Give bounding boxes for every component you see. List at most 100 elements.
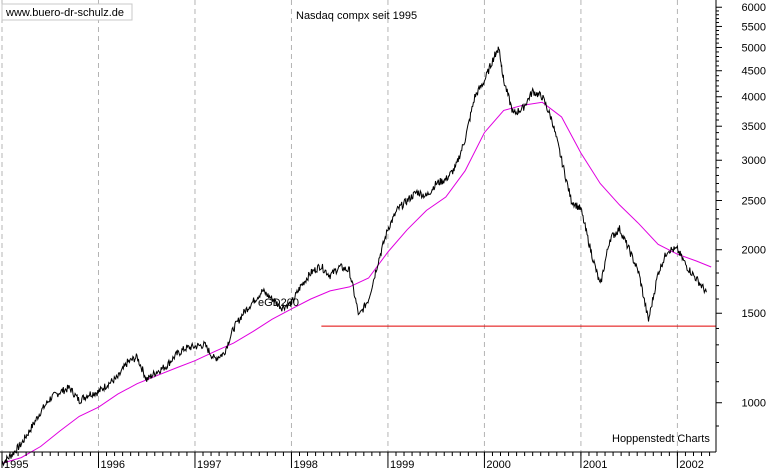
series-nasdaq-point [194, 346, 195, 347]
series-nasdaq-point [407, 200, 408, 201]
series-egd200-point [696, 260, 697, 261]
y-tick-label-4000: 4000 [742, 92, 766, 104]
series-nasdaq-point [136, 356, 137, 357]
series-egd200-point [272, 319, 273, 320]
series-nasdaq-point [185, 348, 186, 349]
series-egd200-point [79, 416, 80, 417]
series-nasdaq-point [98, 391, 99, 392]
series-nasdaq-point [59, 391, 60, 392]
series-nasdaq-point [484, 80, 485, 81]
series-egd200-point [368, 277, 369, 278]
series-nasdaq-point [40, 411, 41, 412]
series-line-egd200 [1, 101, 712, 464]
series-egd200-point [252, 331, 253, 332]
series-nasdaq-point [522, 107, 523, 108]
y-tick-label-4500: 4500 [742, 66, 766, 78]
x-tick-label-1995: 1995 [4, 459, 28, 471]
price-line-layer [1, 46, 707, 467]
series-nasdaq-point [638, 272, 639, 273]
y-tick-label-3500: 3500 [742, 121, 766, 133]
series-nasdaq-point [339, 266, 340, 267]
series-nasdaq-point [175, 355, 176, 356]
series-nasdaq-point [146, 379, 147, 380]
series-nasdaq-point [658, 272, 659, 273]
series-nasdaq-point [127, 362, 128, 363]
x-tick-label-2001: 2001 [583, 459, 607, 471]
series-nasdaq-point [368, 298, 369, 299]
series-nasdaq-point [69, 387, 70, 388]
series-nasdaq-point [619, 228, 620, 229]
x-tick-label-1996: 1996 [100, 459, 124, 471]
series-nasdaq-point [493, 56, 494, 57]
series-nasdaq-point [498, 47, 499, 48]
series-nasdaq-point [117, 377, 118, 378]
series-nasdaq-point [600, 285, 601, 286]
series-egd200-point [580, 152, 581, 153]
series-nasdaq-point [397, 209, 398, 210]
y-tick-label-2500: 2500 [742, 195, 766, 207]
egd200-line-layer [1, 101, 712, 464]
series-nasdaq-point [233, 328, 234, 329]
series-nasdaq-point [542, 96, 543, 97]
series-nasdaq-point [358, 316, 359, 317]
chart-title: Nasdaq compx seit 1995 [296, 10, 417, 22]
series-egd200-point [600, 183, 601, 184]
series-egd200-point [40, 446, 41, 447]
series-nasdaq-point [243, 313, 244, 314]
series-nasdaq-point [88, 393, 89, 394]
series-egd200-point [59, 430, 60, 431]
series-nasdaq-point [609, 238, 610, 239]
series-nasdaq-point [571, 200, 572, 201]
series-nasdaq-point [378, 260, 379, 261]
series-egd200-point [542, 102, 543, 103]
series-egd200-point [426, 210, 427, 211]
y-tick-label-5000: 5000 [742, 42, 766, 54]
series-egd200-point [677, 254, 678, 255]
series-nasdaq-point [551, 119, 552, 120]
egd200-annotation: eGD200 [258, 297, 299, 309]
x-tick-label-1998: 1998 [293, 459, 317, 471]
series-nasdaq-point [204, 344, 205, 345]
series-nasdaq-point [214, 358, 215, 359]
series-egd200-point [387, 251, 388, 252]
series-egd200-point [310, 298, 311, 299]
y-tick-label-1000: 1000 [742, 398, 766, 410]
x-tick-layer: 1995 1996 1997 1998 1999 2000 2001 2002 [1, 452, 711, 471]
series-nasdaq-point [320, 265, 321, 266]
series-egd200-point [658, 244, 659, 245]
source-label-box [1, 3, 133, 21]
series-nasdaq-point [156, 371, 157, 372]
series-nasdaq-point [21, 443, 22, 444]
series-egd200-point [194, 360, 195, 361]
y-tick-label-1500: 1500 [742, 308, 766, 320]
series-nasdaq-point [677, 249, 678, 250]
series-nasdaq-point [79, 400, 80, 401]
series-egd200-point [117, 393, 118, 394]
series-egd200-point [329, 290, 330, 291]
series-nasdaq-point [108, 383, 109, 384]
series-nasdaq-point [667, 249, 668, 250]
series-nasdaq-point [426, 196, 427, 197]
y-tick-layer: 1000 1500 2000 2500 3000 3500 4000 4500 5000 5500… [716, 2, 766, 427]
y-tick-label-3000: 3000 [742, 155, 766, 167]
series-nasdaq-point [223, 353, 224, 354]
source-label: www.buero-dr-schulz.de [5, 7, 124, 19]
vertical-grid [1, 0, 678, 452]
series-nasdaq-point [590, 249, 591, 250]
series-nasdaq-point [30, 428, 31, 429]
series-nasdaq-point [648, 320, 649, 321]
series-nasdaq-point [11, 454, 12, 455]
series-nasdaq-point [561, 160, 562, 161]
series-egd200-point [484, 132, 485, 133]
series-egd200-point [175, 367, 176, 368]
series-nasdaq-point [532, 91, 533, 92]
series-nasdaq-point [349, 270, 350, 271]
series-nasdaq-point [416, 191, 417, 192]
series-nasdaq-point [262, 290, 263, 291]
series-nasdaq-point [580, 209, 581, 210]
x-tick-label-1997: 1997 [197, 459, 221, 471]
series-egd200-point [98, 407, 99, 408]
series-egd200-point [407, 229, 408, 230]
series-nasdaq-point [436, 183, 437, 184]
